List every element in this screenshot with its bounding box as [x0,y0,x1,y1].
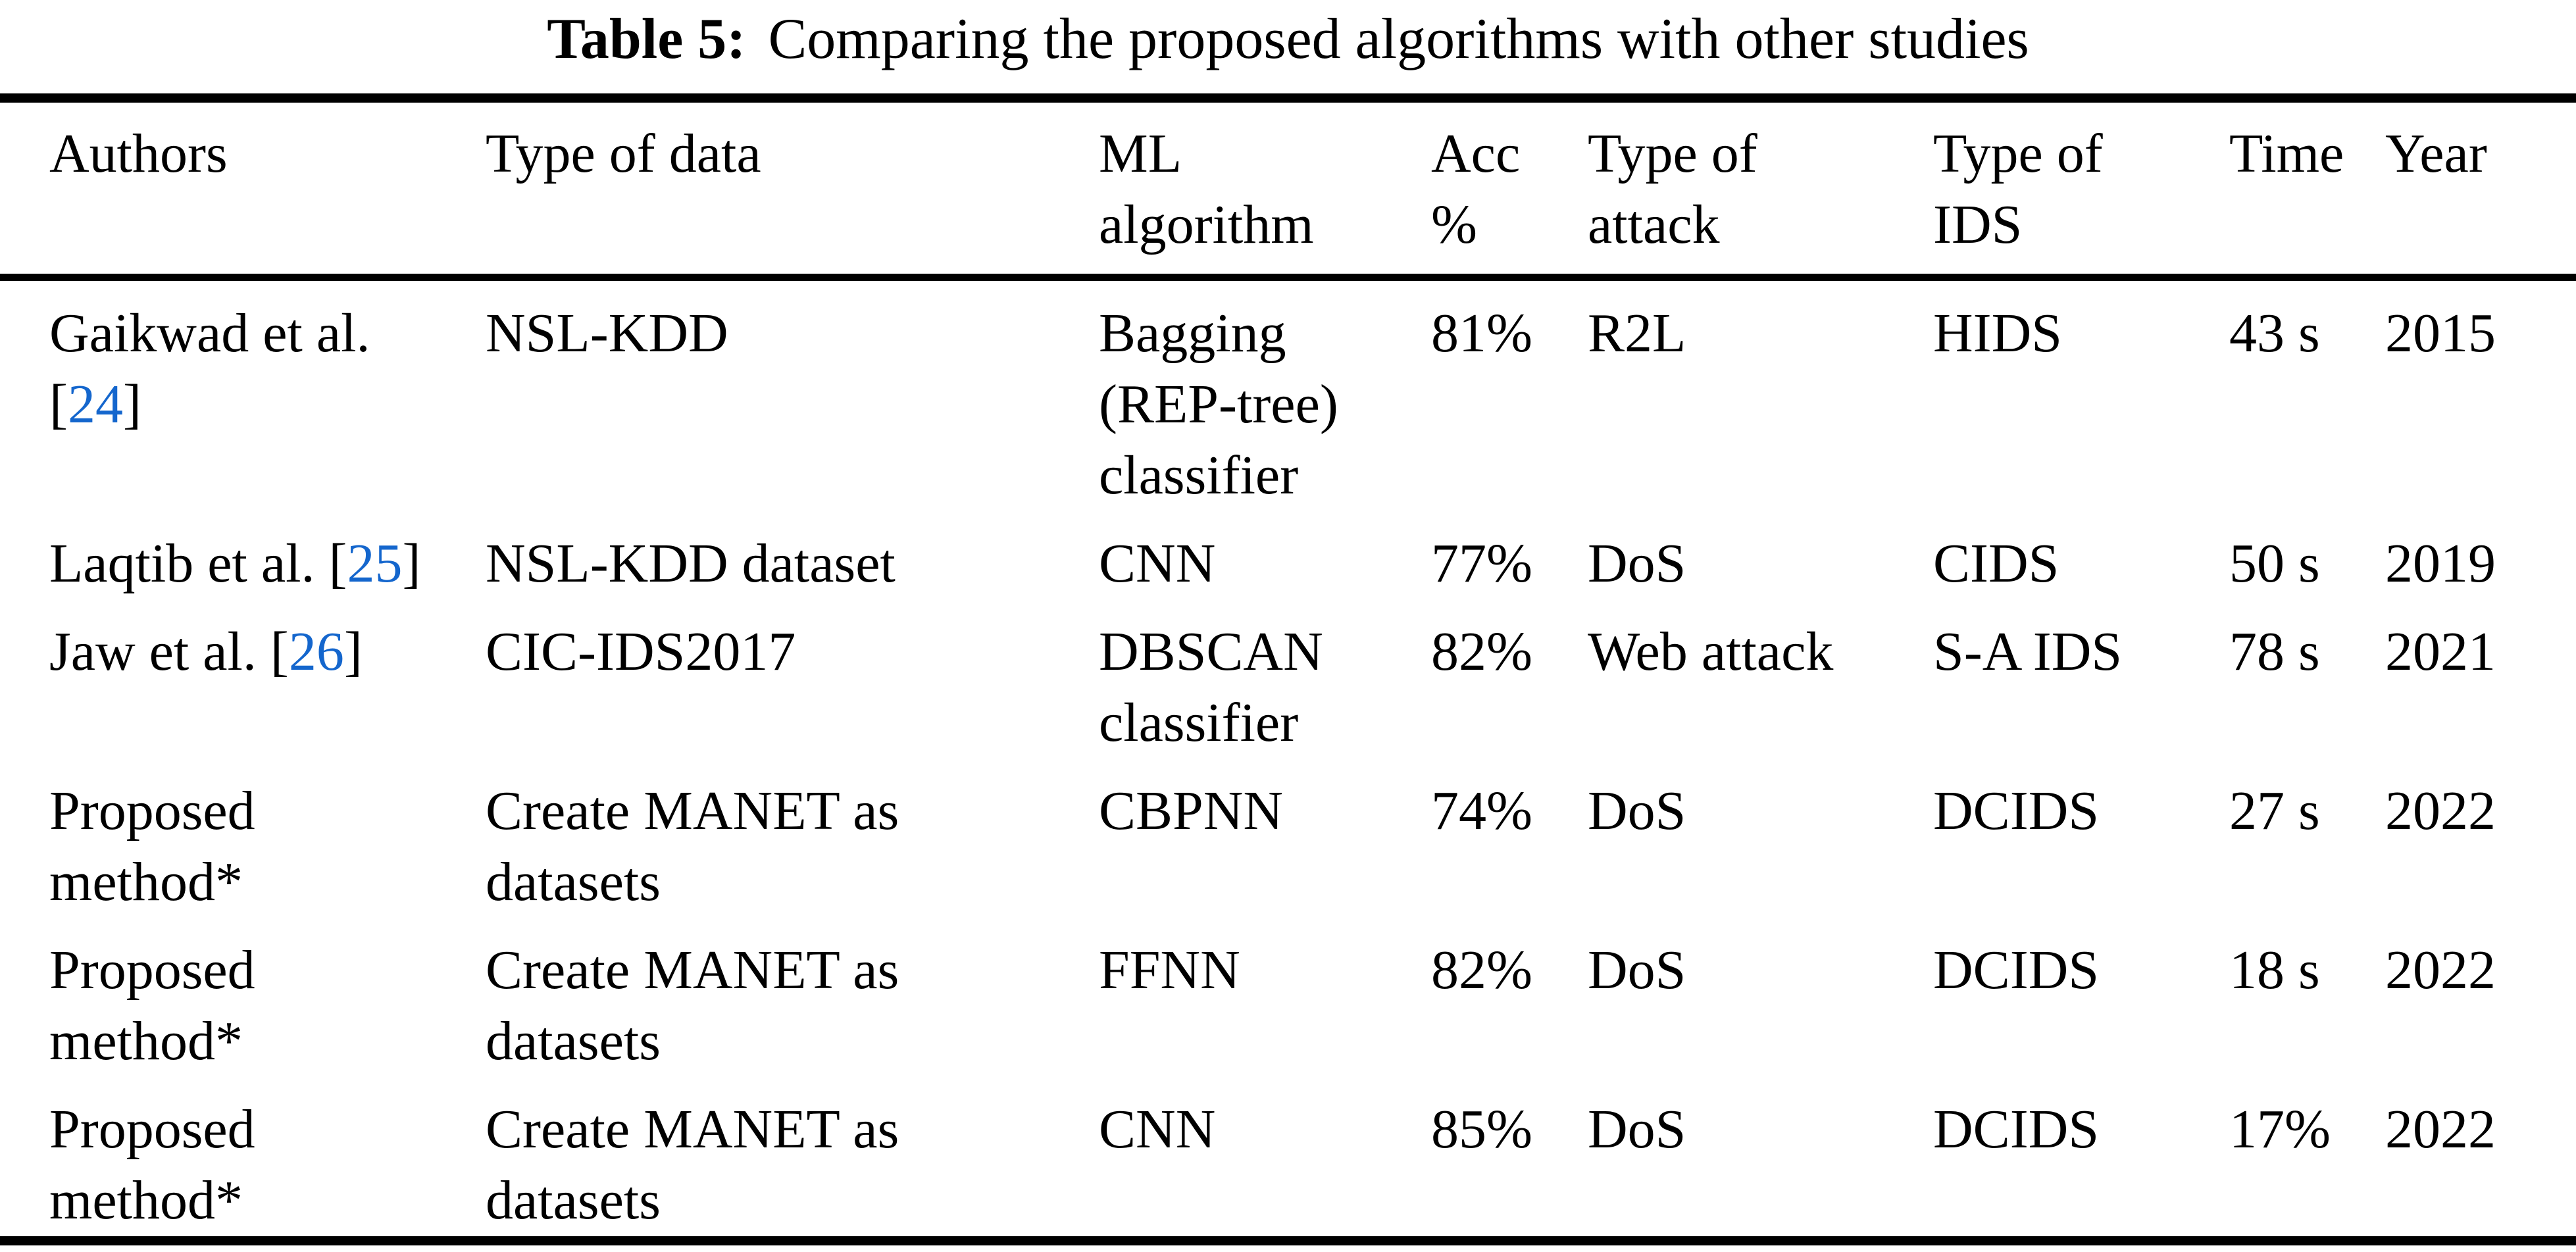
cell-ml_algorithm: DBSCAN classifier [1099,621,1323,753]
cell-time: 50 s [2229,533,2320,594]
cell-time: 17% [2229,1099,2331,1160]
cell-year: 2022 [2385,1099,2496,1160]
table-bottom-rule [0,1236,2576,1245]
cell-attack: DoS [1588,780,1686,841]
cell-data_type: Create MANET as datasets [486,780,899,913]
citation-link[interactable]: 25 [347,533,403,594]
cell-ids: S-A IDS [1933,621,2123,682]
cell-ml_algorithm: CBPNN [1099,780,1284,841]
cell-authors: Proposed method* [49,939,255,1072]
cell-acc: 85% [1431,1099,1532,1160]
comparison-table: Authors Type of data ML algorithm Acc % Type… [0,103,2576,1236]
table-row: Jaw et al. [26] CIC-IDS2017 DBSCAN classif… [0,599,2576,759]
cell-authors: Gaikwad et al. [24] [49,303,370,435]
cell-data_type: Create MANET as datasets [486,1099,899,1231]
cell-ids: CIDS [1933,533,2059,594]
cell-acc: 82% [1431,621,1532,682]
cell-time: 27 s [2229,780,2320,841]
cell-ml_algorithm: Bagging (REP-tree) classifier [1099,303,1338,506]
column-header-acc: Acc % [1431,103,1588,281]
column-header-data_type: Type of data [486,103,1099,281]
cell-attack: Web attack [1588,621,1834,682]
cell-year: 2022 [2385,780,2496,841]
cell-ml_algorithm: FFNN [1099,939,1240,1001]
cell-data_type: Create MANET as datasets [486,939,899,1072]
cell-ids: DCIDS [1933,1099,2100,1160]
cell-ids: DCIDS [1933,939,2100,1001]
cell-acc: 77% [1431,533,1532,594]
column-header-attack: Type of attack [1588,103,1933,281]
table-row: Proposed method* Create MANET as datasets… [0,1077,2576,1236]
cell-time: 18 s [2229,939,2320,1001]
cell-time: 43 s [2229,303,2320,364]
cell-authors: Jaw et al. [26] [49,621,363,682]
table-caption: Table 5: Comparing the proposed algorithm… [0,3,2576,76]
cell-authors: Laqtib et al. [25] [49,533,421,594]
table-row: Laqtib et al. [25] NSL-KDD dataset CNN 77% D… [0,511,2576,599]
cell-ml_algorithm: CNN [1099,533,1216,594]
citation-link[interactable]: 24 [67,374,123,435]
table-row: Proposed method* Create MANET as datasets… [0,918,2576,1077]
cell-ids: HIDS [1933,303,2063,364]
cell-attack: DoS [1588,1099,1686,1160]
cell-attack: DoS [1588,939,1686,1001]
cell-ml_algorithm: CNN [1099,1099,1216,1160]
column-header-time: Time [2229,103,2385,281]
table-caption-label: Table 5: [547,7,746,71]
cell-year: 2021 [2385,621,2496,682]
table-row: Proposed method* Create MANET as datasets… [0,759,2576,918]
column-header-year: Year [2385,103,2576,281]
column-header-ml_algorithm: ML algorithm [1099,103,1431,281]
table-top-rule [0,93,2576,103]
cell-data_type: NSL-KDD [486,303,728,364]
header-row: Authors Type of data ML algorithm Acc % Type… [0,103,2576,281]
cell-data_type: CIC-IDS2017 [486,621,796,682]
cell-acc: 81% [1431,303,1532,364]
citation-link[interactable]: 26 [288,621,344,682]
cell-data_type: NSL-KDD dataset [486,533,896,594]
column-header-authors: Authors [0,103,486,281]
cell-time: 78 s [2229,621,2320,682]
cell-attack: DoS [1588,533,1686,594]
cell-year: 2015 [2385,303,2496,364]
cell-year: 2022 [2385,939,2496,1001]
table-caption-text: Comparing the proposed algorithms with o… [768,7,2029,71]
cell-authors: Proposed method* [49,1099,255,1231]
cell-acc: 82% [1431,939,1532,1001]
column-header-ids: Type of IDS [1933,103,2229,281]
cell-attack: R2L [1588,303,1686,364]
cell-acc: 74% [1431,780,1532,841]
cell-year: 2019 [2385,533,2496,594]
table-row: Gaikwad et al. [24] NSL-KDD Bagging (REP-t… [0,278,2576,512]
cell-ids: DCIDS [1933,780,2100,841]
cell-authors: Proposed method* [49,780,255,913]
table-body: Gaikwad et al. [24] NSL-KDD Bagging (REP-t… [0,278,2576,1237]
